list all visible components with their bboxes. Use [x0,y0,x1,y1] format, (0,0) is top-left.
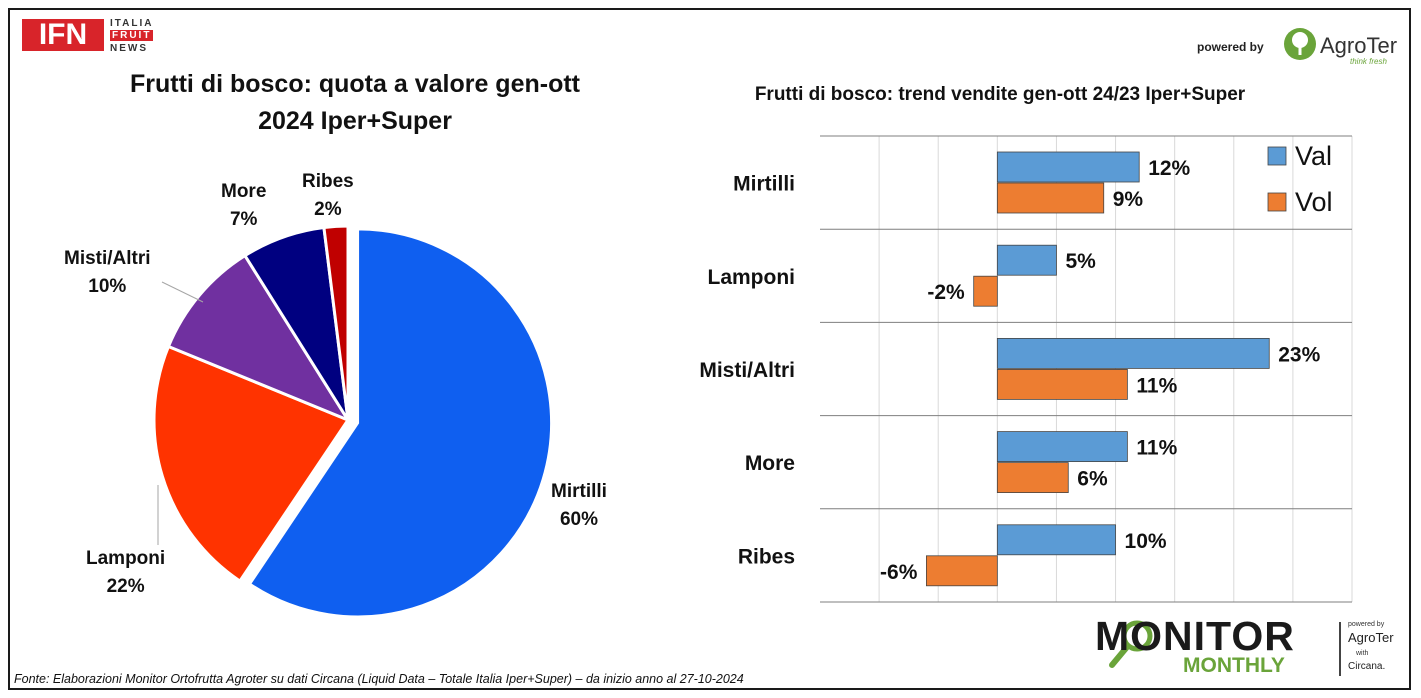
legend-label-val: Val [1295,141,1332,171]
ifn-logo-line-1: ITALIA [110,18,154,29]
data-label-vol-lamponi: -2% [927,281,965,304]
source-note: Fonte: Elaborazioni Monitor Ortofrutta A… [14,672,744,686]
bar-vol-mirtilli [996,182,1105,214]
agroter-tagline: think fresh [1350,57,1387,66]
pie-chart-title: Frutti di bosco: quota a valore gen-ott … [60,66,650,140]
monthly-logo-word: MONTHLY [1183,654,1285,677]
bar-vol-more [996,462,1069,494]
pie-label-mirtilli: Mirtilli 60% [551,481,607,530]
data-label-val-ribes: 10% [1125,530,1167,553]
agroter-brand: AgroTer [1320,33,1398,58]
bar-vol-ribes [926,555,998,587]
monitor-logo-word: MONITOR [1095,613,1295,659]
bar-val-mirtilli [996,151,1140,183]
pie-chart [152,224,553,619]
footer-powered-by: powered by [1348,621,1385,628]
powered-by-label: powered by [1197,40,1264,54]
category-label-mirtilli: Mirtilli [733,173,795,196]
data-label-val-misti-altri: 23% [1278,343,1320,366]
pie-label-more: More 7% [221,181,267,230]
data-label-vol-more: 6% [1077,468,1108,491]
bar-chart-title: Frutti di bosco: trend vendite gen-ott 2… [754,84,1246,105]
data-label-val-more: 11% [1136,437,1177,460]
category-label-misti-altri: Misti/Altri [699,359,795,382]
data-label-vol-misti-altri: 11% [1136,374,1177,397]
agroter-tree-icon [1284,28,1316,60]
data-label-val-lamponi: 5% [1065,250,1096,273]
magnifier-handle [1109,644,1130,668]
bar-val-lamponi [996,244,1057,276]
pie-slice-mirtilli [247,227,553,619]
data-label-val-mirtilli: 12% [1148,157,1190,180]
ifn-logo-line-2: FRUIT [110,30,154,41]
magnifier-icon [1121,620,1153,652]
pie-label-lamponi: Lamponi 22% [86,548,166,597]
footer-circana: Circana. [1348,661,1386,672]
legend-swatch-val [1267,146,1287,166]
ifn-logo: IFN [22,19,104,51]
pie-slice-ribes [322,224,350,421]
bar-val-more [996,431,1128,463]
bar-vol-lamponi [973,275,998,307]
pie-slice-lamponi [152,344,351,584]
category-label-lamponi: Lamponi [708,266,796,289]
ifn-logo-line-3: NEWS [110,43,148,54]
pie-label-ribes: Ribes 2% [302,171,354,220]
bar-val-ribes [996,524,1116,556]
bar-vol-misti-altri [996,368,1128,400]
pie-slice-misti-altri [166,253,352,424]
data-label-vol-ribes: -6% [880,561,918,584]
logo-divider [1339,622,1341,676]
pie-leader-line [161,281,204,303]
legend-label-vol: Vol [1295,187,1333,217]
pie-title-line-1: Frutti di bosco: quota a valore gen-ott [130,70,580,98]
bar-val-misti-altri [996,337,1270,369]
legend-swatch-vol [1267,192,1287,212]
pie-title-line-2: 2024 Iper+Super [258,107,452,135]
data-label-vol-mirtilli: 9% [1113,188,1144,211]
pie-label-misti-altri: Misti/Altri 10% [64,248,151,297]
category-label-more: More [745,452,795,475]
footer-with: with [1356,650,1369,657]
category-label-ribes: Ribes [738,545,795,568]
footer-agroter: AgroTer [1348,630,1394,645]
